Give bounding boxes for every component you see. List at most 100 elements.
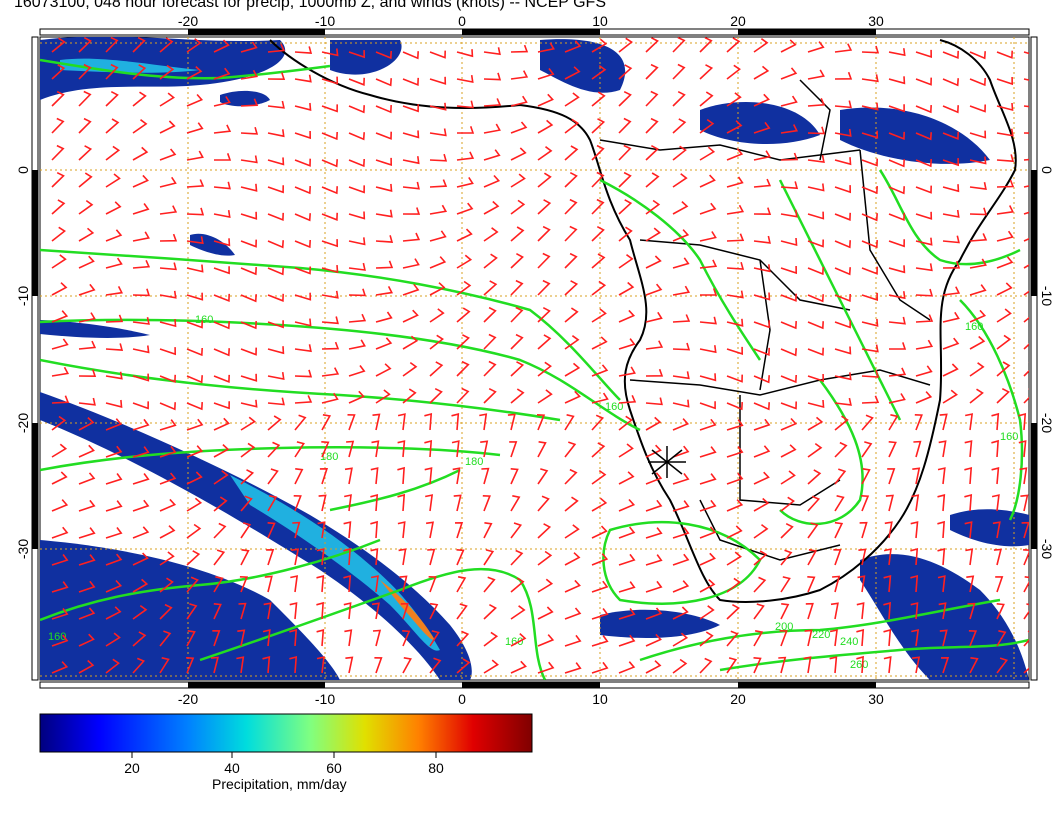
wind-barb — [51, 443, 68, 458]
wind-barb — [1023, 667, 1029, 674]
wind-barb — [510, 605, 526, 620]
wind-barb — [159, 290, 177, 299]
wind-barb — [159, 630, 172, 647]
wind-barb — [267, 212, 284, 222]
wind-barb — [618, 415, 633, 431]
wind-barb — [343, 574, 352, 593]
wind-barb — [833, 549, 842, 566]
wind-barb — [699, 446, 717, 458]
wind-barb — [429, 153, 448, 162]
wind-barb — [753, 65, 770, 80]
wind-barb — [51, 254, 67, 269]
wind-barb — [105, 145, 121, 161]
wind-barb — [402, 77, 419, 87]
wind-barb — [159, 402, 176, 411]
wind-barb — [591, 661, 609, 674]
wind-barb — [1023, 290, 1029, 296]
wind-barb — [456, 100, 474, 109]
wind-barb — [51, 90, 65, 107]
wind-barb — [591, 198, 605, 215]
wind-barb — [78, 90, 92, 107]
wind-barb — [830, 602, 839, 620]
wind-barb — [861, 344, 879, 353]
wind-barb — [456, 658, 471, 674]
wind-barb — [372, 413, 381, 431]
wind-barb — [780, 348, 797, 357]
wind-barb — [967, 602, 976, 620]
wind-barb — [483, 227, 499, 242]
wind-barb — [942, 184, 960, 193]
wind-barb — [132, 174, 149, 188]
wind-barb — [807, 294, 824, 303]
wind-barb — [397, 466, 405, 485]
wind-barb — [645, 416, 662, 431]
wind-barb — [618, 443, 634, 458]
wind-barb — [159, 64, 175, 80]
wind-barb — [1023, 388, 1029, 404]
wind-barb — [105, 399, 123, 408]
wind-barb — [105, 229, 123, 242]
wind-barb — [321, 414, 332, 431]
contour-label-7: 220 — [812, 629, 830, 641]
wind-barb — [186, 471, 203, 485]
wind-barb — [645, 368, 664, 377]
wind-barb — [618, 338, 636, 350]
wind-barb — [294, 158, 311, 167]
wind-barb — [456, 360, 470, 377]
lat-tick-labels: 0 -10 -20 -30 0 -10 -20 -30 — [15, 166, 1055, 559]
wind-barb — [316, 656, 325, 674]
wind-barb — [159, 445, 177, 458]
wind-barb — [213, 417, 230, 431]
wind-barb — [888, 48, 906, 57]
wind-barb — [1019, 467, 1028, 485]
wind-barb — [159, 319, 177, 328]
wind-barb — [105, 286, 124, 296]
wind-barb — [321, 159, 338, 168]
wind-barb — [564, 468, 578, 485]
wind-barb — [888, 367, 907, 377]
wind-barb — [456, 74, 474, 83]
wind-barb — [483, 174, 501, 188]
wind-barb — [132, 37, 146, 53]
wind-barb — [888, 131, 905, 141]
wind-barb — [428, 576, 437, 593]
wind-barb — [537, 225, 551, 242]
wind-barb — [483, 47, 501, 56]
wind-barb — [456, 280, 472, 296]
wind-barb — [672, 90, 686, 107]
wind-barb — [969, 388, 984, 404]
wind-barb — [51, 634, 69, 647]
wind-barb — [564, 66, 581, 80]
wind-barb — [483, 280, 498, 296]
wind-barb — [267, 371, 285, 380]
wind-barb — [996, 630, 1007, 647]
wind-barb — [804, 629, 813, 647]
wind-barb — [402, 283, 420, 296]
wind-barb — [726, 148, 744, 161]
wind-barb — [267, 397, 285, 406]
wind-barb — [159, 525, 176, 539]
wind-barb — [807, 97, 826, 107]
wind-barb — [591, 171, 605, 188]
wind-barb — [429, 102, 447, 111]
wind-barb — [645, 527, 663, 539]
wind-barb — [132, 552, 149, 566]
wind-barb — [159, 374, 176, 383]
wind-barb — [105, 579, 123, 593]
wind-barb — [132, 345, 150, 354]
wind-barb — [1023, 343, 1029, 350]
wind-barb — [834, 372, 852, 381]
wind-barb — [834, 441, 848, 458]
wind-barb — [213, 444, 230, 458]
wind-barb — [267, 43, 286, 53]
wind-barb — [536, 414, 546, 431]
wind-barb — [78, 527, 96, 539]
wind-barb — [132, 657, 146, 674]
wind-barb — [294, 369, 313, 378]
wind-barb — [672, 473, 690, 485]
wind-barb — [645, 255, 662, 269]
wind-barb — [856, 628, 865, 647]
wind-barb — [938, 602, 947, 620]
wind-barb — [427, 548, 436, 566]
wind-barb — [78, 199, 94, 215]
